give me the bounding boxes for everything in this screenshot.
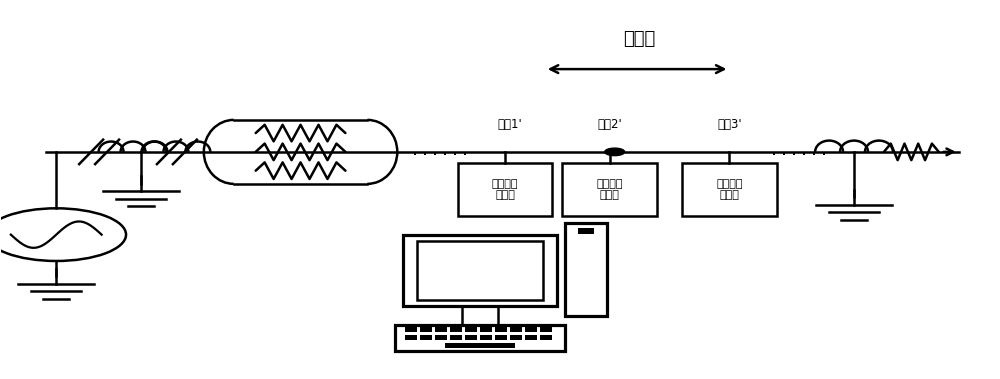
Bar xyxy=(682,163,777,216)
Bar xyxy=(395,325,565,351)
Bar xyxy=(450,335,462,340)
Text: 位置3': 位置3' xyxy=(717,118,742,131)
Bar xyxy=(405,326,417,332)
Bar xyxy=(403,235,557,306)
Bar xyxy=(435,326,447,332)
Text: 电压监测
传感器: 电压监测 传感器 xyxy=(716,179,743,200)
Bar xyxy=(562,163,657,216)
Bar xyxy=(420,335,432,340)
Bar xyxy=(458,163,552,216)
Bar xyxy=(495,335,507,340)
Text: 位置1': 位置1' xyxy=(498,118,522,131)
Bar xyxy=(525,335,537,340)
Bar xyxy=(510,326,522,332)
Bar xyxy=(450,326,462,332)
Bar xyxy=(510,335,522,340)
Bar xyxy=(417,241,543,300)
Bar xyxy=(540,335,552,340)
Bar xyxy=(565,223,607,316)
Bar xyxy=(465,326,477,332)
Text: ......: ...... xyxy=(769,141,829,159)
Bar xyxy=(495,326,507,332)
Bar xyxy=(480,326,492,332)
Bar xyxy=(578,228,594,234)
Bar xyxy=(420,326,432,332)
Bar xyxy=(465,335,477,340)
Bar xyxy=(435,335,447,340)
Text: 电压监测
传感器: 电压监测 传感器 xyxy=(596,179,623,200)
Text: 位置2': 位置2' xyxy=(597,118,622,131)
Text: 电压监测
传感器: 电压监测 传感器 xyxy=(492,179,518,200)
Bar xyxy=(445,343,515,348)
Bar xyxy=(480,335,492,340)
Text: ......: ...... xyxy=(410,141,470,159)
Text: 雷击点: 雷击点 xyxy=(623,30,656,48)
Bar xyxy=(540,326,552,332)
Bar xyxy=(525,326,537,332)
Circle shape xyxy=(605,148,625,156)
Bar xyxy=(405,335,417,340)
